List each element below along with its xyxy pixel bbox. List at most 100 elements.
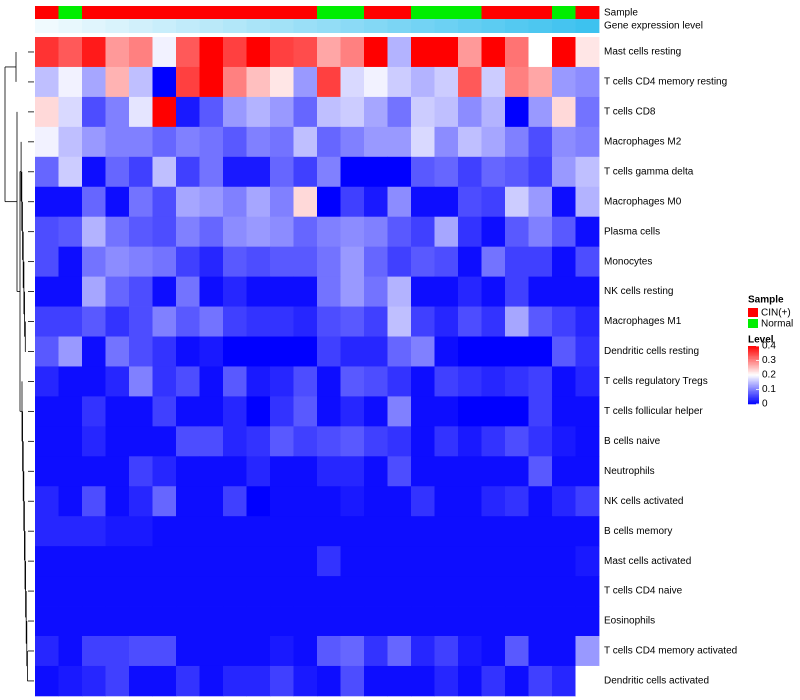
heatmap-cell <box>58 366 83 397</box>
heatmap-cell <box>223 216 247 248</box>
heatmap-cell <box>82 366 106 397</box>
heatmap-cell <box>176 576 200 607</box>
heatmap-cell <box>575 186 600 218</box>
sample-annotation-cell <box>575 6 600 19</box>
heatmap-cell <box>223 606 247 637</box>
sample-annotation-cell <box>129 6 153 19</box>
heatmap-cell <box>340 216 365 248</box>
heatmap-cell <box>246 576 271 607</box>
sample-annotation-cell <box>293 6 318 19</box>
heatmap-cell <box>317 486 341 517</box>
heatmap-cell <box>387 636 412 667</box>
heatmap-cell <box>293 306 318 337</box>
heatmap-cell <box>317 66 341 98</box>
sample-annotation-cell <box>458 6 482 19</box>
heatmap-cell <box>340 156 365 188</box>
heatmap-cell <box>105 516 130 547</box>
heatmap-cell <box>552 396 576 427</box>
expression-annotation-cell <box>129 19 153 33</box>
heatmap-cell <box>293 516 318 547</box>
heatmap-cell <box>458 456 482 487</box>
heatmap-cell <box>411 366 435 397</box>
heatmap-cell <box>246 156 271 188</box>
heatmap-cell <box>270 576 294 607</box>
heatmap-cell <box>293 426 318 457</box>
heatmap-cell <box>387 96 412 128</box>
sample-annotation-cell <box>223 6 247 19</box>
heatmap-cell <box>575 216 600 248</box>
expression-annotation-cell <box>552 19 576 33</box>
heatmap-cell <box>35 636 59 667</box>
heatmap-cell <box>411 37 435 68</box>
heatmap-cell <box>481 96 506 128</box>
heatmap-cell <box>152 665 177 697</box>
heatmap-cell <box>552 456 576 487</box>
heatmap-cell <box>481 366 506 397</box>
heatmap-cell <box>199 366 224 397</box>
heatmap-cell <box>411 516 435 547</box>
heatmap-cell <box>528 336 553 367</box>
heatmap-cell <box>293 636 318 667</box>
heatmap-cell <box>223 426 247 457</box>
sample-legend-swatch <box>748 308 758 317</box>
heatmap-cell <box>340 486 365 517</box>
heatmap-cell <box>199 516 224 547</box>
heatmap-cell <box>505 126 529 158</box>
heatmap-cell <box>575 606 600 637</box>
heatmap-cell <box>129 366 153 397</box>
heatmap-cell <box>246 486 271 517</box>
heatmap-cell <box>387 156 412 188</box>
heatmap-cell <box>317 156 341 188</box>
sample-annotation-cell <box>82 6 106 19</box>
heatmap-cell <box>223 486 247 517</box>
heatmap-cell <box>35 426 59 457</box>
heatmap-cell <box>223 126 247 158</box>
heatmap-cell <box>411 576 435 607</box>
heatmap-cell <box>176 396 200 427</box>
heatmap-cell <box>35 366 59 397</box>
heatmap-cell <box>387 665 412 697</box>
heatmap-cell <box>152 546 177 577</box>
heatmap-cell <box>35 576 59 607</box>
sample-annotation-cell <box>199 6 224 19</box>
heatmap-cell <box>58 606 83 637</box>
level-colorbar-segment <box>748 372 759 374</box>
heatmap-cell <box>58 426 83 457</box>
sample-annotation-cell <box>35 6 59 19</box>
heatmap-cell <box>152 576 177 607</box>
heatmap-cell <box>505 156 529 188</box>
row-label: T cells CD4 memory resting <box>604 77 727 88</box>
heatmap-cell <box>105 96 130 128</box>
heatmap-cell <box>176 636 200 667</box>
heatmap-cell <box>105 665 130 697</box>
heatmap-cell <box>35 126 59 158</box>
heatmap-cell <box>552 636 576 667</box>
heatmap-cell <box>317 665 341 697</box>
level-colorbar-segment <box>748 379 759 382</box>
heatmap-cell <box>246 426 271 457</box>
heatmap-cell <box>293 126 318 158</box>
heatmap-cell <box>481 546 506 577</box>
heatmap-cell <box>317 366 341 397</box>
heatmap-cell <box>364 276 388 307</box>
heatmap-cell <box>387 186 412 218</box>
heatmap-cell <box>458 306 482 337</box>
expression-annotation-cell <box>270 19 294 33</box>
heatmap-cell <box>129 396 153 427</box>
heatmap-cell <box>129 306 153 337</box>
heatmap-cell <box>387 37 412 68</box>
heatmap-cell <box>317 426 341 457</box>
heatmap-cell <box>364 126 388 158</box>
heatmap-cell <box>35 246 59 277</box>
heatmap-cell <box>528 276 553 307</box>
heatmap-cell <box>364 516 388 547</box>
heatmap-cell <box>129 576 153 607</box>
level-colorbar-segment <box>748 395 759 398</box>
heatmap-cell <box>575 306 600 337</box>
heatmap-cell <box>505 606 529 637</box>
heatmap-cell <box>505 576 529 607</box>
heatmap-cell <box>246 66 271 98</box>
heatmap-cell <box>246 186 271 218</box>
level-colorbar-segment <box>748 367 759 370</box>
heatmap-cell <box>129 665 153 697</box>
